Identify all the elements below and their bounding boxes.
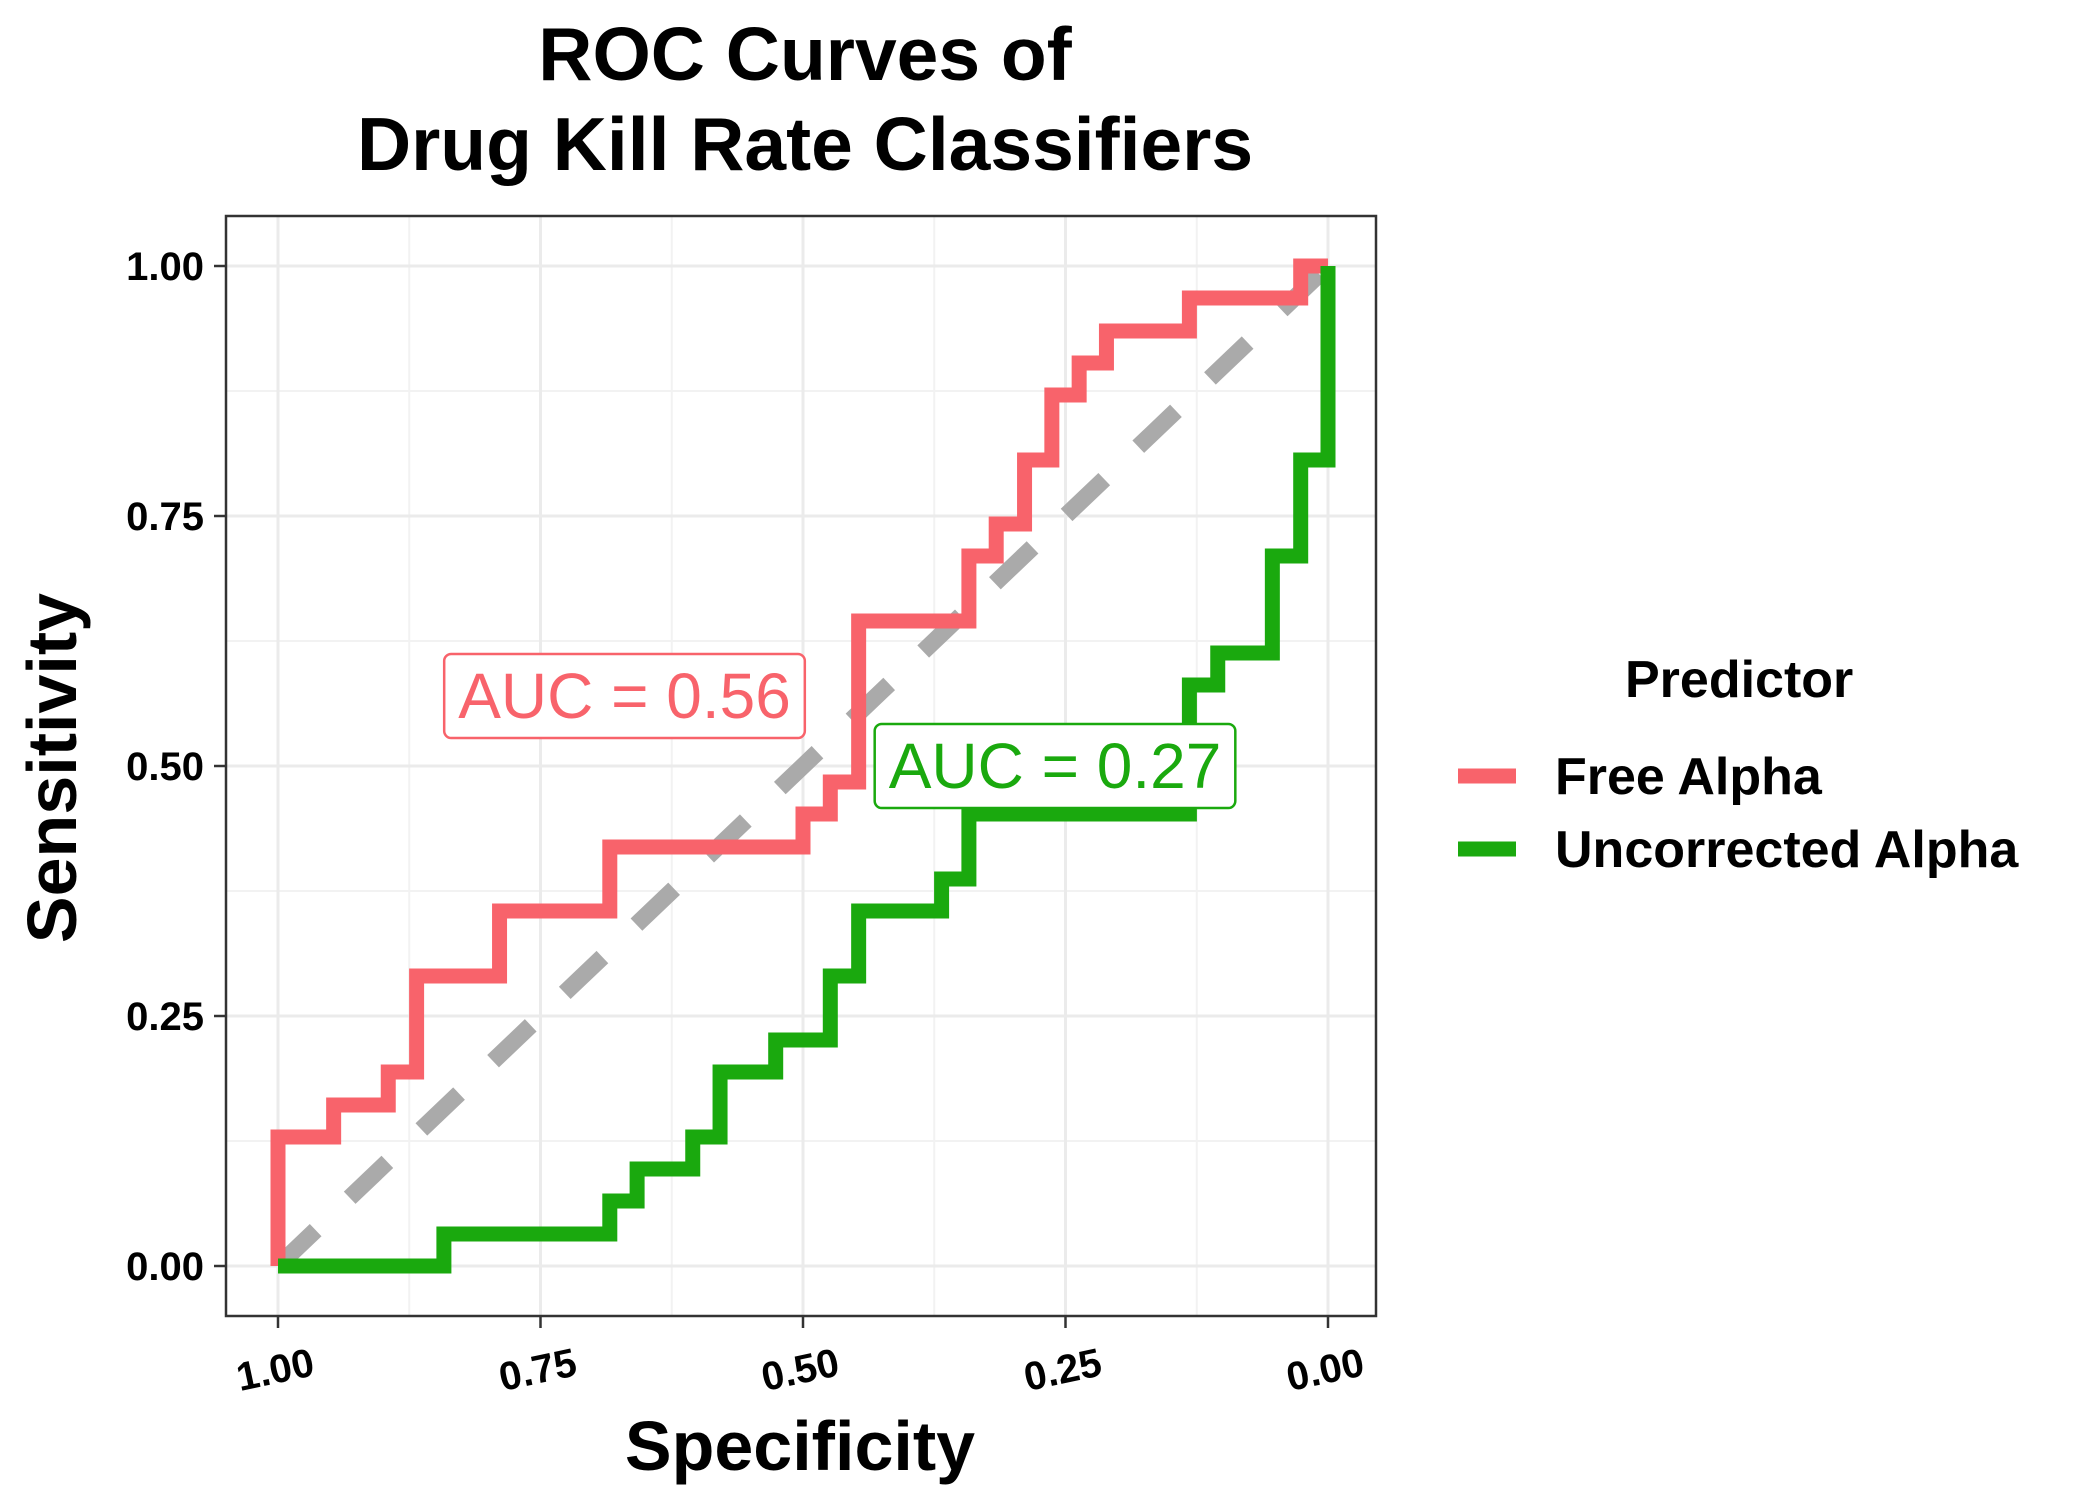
x-tick-label: 0.50 bbox=[758, 1341, 843, 1400]
x-tick-label: 0.00 bbox=[1283, 1341, 1368, 1400]
auc-label-box: AUC = 0.56 bbox=[442, 652, 807, 740]
legend-title: Predictor bbox=[1625, 651, 1853, 709]
x-axis-title: Specificity bbox=[625, 1407, 975, 1485]
y-tick-label: 0.00 bbox=[126, 1245, 204, 1289]
roc-curve-0 bbox=[270, 258, 1328, 1266]
legend-item: Free Alpha bbox=[1458, 748, 1823, 806]
chart-title-line-2: Drug Kill Rate Classifiers bbox=[357, 102, 1253, 186]
diagonal-line bbox=[272, 259, 1334, 1273]
auc-label-text: AUC = 0.56 bbox=[458, 660, 791, 732]
roc-curve-1 bbox=[278, 266, 1336, 1274]
series-layer bbox=[270, 258, 1336, 1274]
legend-item: Uncorrected Alpha bbox=[1458, 821, 2019, 879]
x-tick-label: 0.25 bbox=[1020, 1341, 1105, 1400]
auc-annotations: AUC = 0.56 AUC = 0.27 bbox=[442, 652, 1237, 810]
legend: Predictor Free Alpha Uncorrected Alpha bbox=[1458, 651, 2019, 879]
y-tick-label: 0.25 bbox=[126, 995, 204, 1039]
y-axis-title: Sensitivity bbox=[13, 593, 91, 943]
legend-label: Uncorrected Alpha bbox=[1555, 821, 2019, 879]
legend-label: Free Alpha bbox=[1555, 748, 1823, 806]
chart-title-line-1: ROC Curves of bbox=[538, 12, 1072, 96]
y-tick-label: 1.00 bbox=[126, 245, 204, 289]
diagonal-reference-line bbox=[272, 259, 1334, 1273]
auc-label-box: AUC = 0.27 bbox=[873, 722, 1237, 810]
x-tick-label: 1.00 bbox=[233, 1341, 318, 1400]
y-tick-label: 0.50 bbox=[126, 745, 204, 789]
y-tick-label: 0.75 bbox=[126, 495, 204, 539]
auc-label-text: AUC = 0.27 bbox=[889, 730, 1222, 802]
x-tick-label: 0.75 bbox=[495, 1341, 580, 1400]
